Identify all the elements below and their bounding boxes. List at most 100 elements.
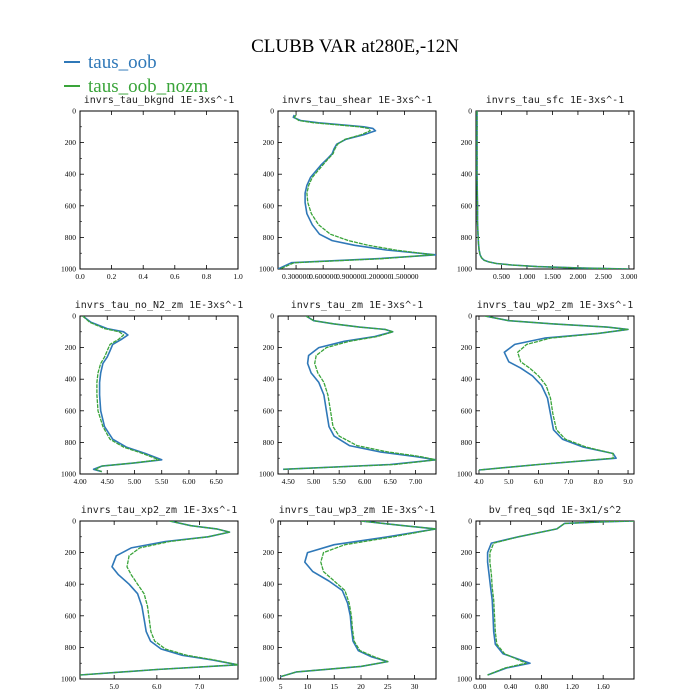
panel-title-invrs-tau-shear: invrs_tau_shear 1E-3xs^-1 xyxy=(282,95,433,106)
x-tick-label: 0.900000 xyxy=(336,272,364,281)
x-tick-label: 1.20 xyxy=(566,682,579,691)
plot-frame xyxy=(79,315,239,475)
y-tick-label: 0 xyxy=(270,312,274,321)
x-tick-label: 6.50 xyxy=(210,477,223,486)
y-tick-label: 400 xyxy=(263,170,275,179)
y-tick-label: 0 xyxy=(270,517,274,526)
y-tick-label: 400 xyxy=(461,580,473,589)
y-tick-label: 1000 xyxy=(457,470,472,479)
y-tick-label: 800 xyxy=(461,233,473,242)
series-line-taus-oob-nozm xyxy=(283,316,436,470)
y-tick-label: 1000 xyxy=(61,470,76,479)
panel-title-bv-freq-sqd: bv_freq_sqd 1E-3x1/s^2 xyxy=(489,505,621,516)
x-tick-label: 9.0 xyxy=(623,477,633,486)
x-tick-label: 0.4 xyxy=(139,272,149,281)
y-tick-label: 400 xyxy=(65,170,77,179)
x-tick-label: 6.50 xyxy=(384,477,397,486)
y-tick-label: 600 xyxy=(65,201,77,210)
plot-frame xyxy=(79,110,239,270)
plot-frame xyxy=(475,520,635,680)
x-tick-label: 0.8 xyxy=(202,272,212,281)
x-tick-label: 0.2 xyxy=(107,272,117,281)
y-tick-label: 600 xyxy=(263,611,275,620)
x-tick-label: 20 xyxy=(357,682,365,691)
panel-invrs-tau-xp2-zm: invrs_tau_xp2_zm 1E-3xs^-1 0 200 400 600 800 1… xyxy=(61,505,239,691)
panel-title-invrs-tau-wp3-zm: invrs_tau_wp3_zm 1E-3xs^-1 xyxy=(279,505,436,516)
panel-title-invrs-tau-wp2-zm: invrs_tau_wp2_zm 1E-3xs^-1 xyxy=(477,300,634,311)
series-line-taus-oob-nozm xyxy=(487,521,634,676)
x-tick-label: 15 xyxy=(330,682,338,691)
x-tick-label: 0.40 xyxy=(504,682,517,691)
y-tick-label: 400 xyxy=(263,580,275,589)
y-tick-label: 0 xyxy=(468,517,472,526)
y-tick-label: 800 xyxy=(263,643,275,652)
x-tick-label: 1.000 xyxy=(519,272,536,281)
y-tick-label: 0 xyxy=(72,312,76,321)
series-line-taus-oob-nozm xyxy=(80,521,238,676)
y-tick-label: 400 xyxy=(65,580,77,589)
series-line-taus-oob-nozm xyxy=(478,316,629,471)
y-tick-label: 600 xyxy=(65,406,77,415)
x-tick-label: 10 xyxy=(304,682,312,691)
y-tick-label: 200 xyxy=(461,138,473,147)
x-tick-label: 5.00 xyxy=(307,477,320,486)
x-tick-label: 7.00 xyxy=(409,477,422,486)
panel-title-invrs-tau-sfc: invrs_tau_sfc 1E-3xs^-1 xyxy=(486,95,624,106)
x-tick-label: 0.00 xyxy=(473,682,486,691)
y-tick-label: 200 xyxy=(263,343,275,352)
x-tick-label: 1.0 xyxy=(233,272,243,281)
panel-title-invrs-tau-xp2-zm: invrs_tau_xp2_zm 1E-3xs^-1 xyxy=(81,505,238,516)
y-tick-label: 0 xyxy=(468,107,472,116)
y-tick-label: 800 xyxy=(65,438,77,447)
x-tick-label: 1.500 xyxy=(544,272,561,281)
y-tick-label: 1000 xyxy=(259,675,274,684)
y-tick-label: 1000 xyxy=(259,470,274,479)
y-tick-label: 800 xyxy=(65,233,77,242)
y-tick-label: 1000 xyxy=(61,265,76,274)
panel-invrs-tau-zm: invrs_tau_zm 1E-3xs^-1 0 200 400 600 800 1000 4… xyxy=(259,300,437,486)
y-tick-label: 600 xyxy=(263,201,275,210)
y-tick-label: 0 xyxy=(468,312,472,321)
series-line-taus-oob xyxy=(278,114,436,269)
y-tick-label: 1000 xyxy=(61,675,76,684)
x-tick-label: 4.50 xyxy=(282,477,295,486)
series-line-taus-oob-nozm xyxy=(82,316,160,473)
x-tick-label: 25 xyxy=(384,682,392,691)
y-tick-label: 600 xyxy=(263,406,275,415)
y-tick-label: 0 xyxy=(72,517,76,526)
x-tick-label: 2.000 xyxy=(569,272,586,281)
panel-invrs-tau-wp3-zm: invrs_tau_wp3_zm 1E-3xs^-1 0 200 400 600 800 1… xyxy=(259,505,437,691)
x-tick-label: 0.0 xyxy=(75,272,85,281)
x-tick-label: 6.0 xyxy=(152,682,162,691)
y-tick-label: 600 xyxy=(461,406,473,415)
y-tick-label: 800 xyxy=(461,438,473,447)
y-tick-label: 800 xyxy=(263,233,275,242)
series-line-taus-oob-nozm xyxy=(476,111,629,269)
y-tick-label: 400 xyxy=(461,375,473,384)
series-line-taus-oob xyxy=(478,316,629,471)
x-tick-label: 5.00 xyxy=(128,477,141,486)
legend-label-taus-oob: taus_oob xyxy=(88,52,157,73)
y-tick-label: 200 xyxy=(65,548,77,557)
y-tick-label: 400 xyxy=(461,170,473,179)
panel-title-invrs-tau-no-n2-zm: invrs_tau_no_N2_zm 1E-3xs^-1 xyxy=(75,300,244,311)
y-tick-label: 0 xyxy=(270,107,274,116)
y-tick-label: 200 xyxy=(65,343,77,352)
x-tick-label: 5.50 xyxy=(333,477,346,486)
x-tick-label: 1.60 xyxy=(597,682,610,691)
y-tick-label: 600 xyxy=(65,611,77,620)
x-tick-label: 8.0 xyxy=(594,477,604,486)
figure-title: CLUBB VAR at280E,-12N xyxy=(251,36,459,57)
plot-frame xyxy=(475,315,635,475)
x-tick-label: 4.00 xyxy=(73,477,86,486)
x-tick-label: 5.0 xyxy=(109,682,119,691)
y-tick-label: 0 xyxy=(72,107,76,116)
y-tick-label: 1000 xyxy=(457,675,472,684)
y-tick-label: 200 xyxy=(263,138,275,147)
legend-label-taus-oob-nozm: taus_oob_nozm xyxy=(88,76,209,97)
panel-invrs-tau-wp2-zm: invrs_tau_wp2_zm 1E-3xs^-1 0 200 400 600 800 1… xyxy=(457,300,635,486)
x-tick-label: 7.0 xyxy=(564,477,574,486)
series-line-taus-oob xyxy=(82,316,163,473)
x-tick-label: 6.00 xyxy=(358,477,371,486)
y-tick-label: 200 xyxy=(461,548,473,557)
